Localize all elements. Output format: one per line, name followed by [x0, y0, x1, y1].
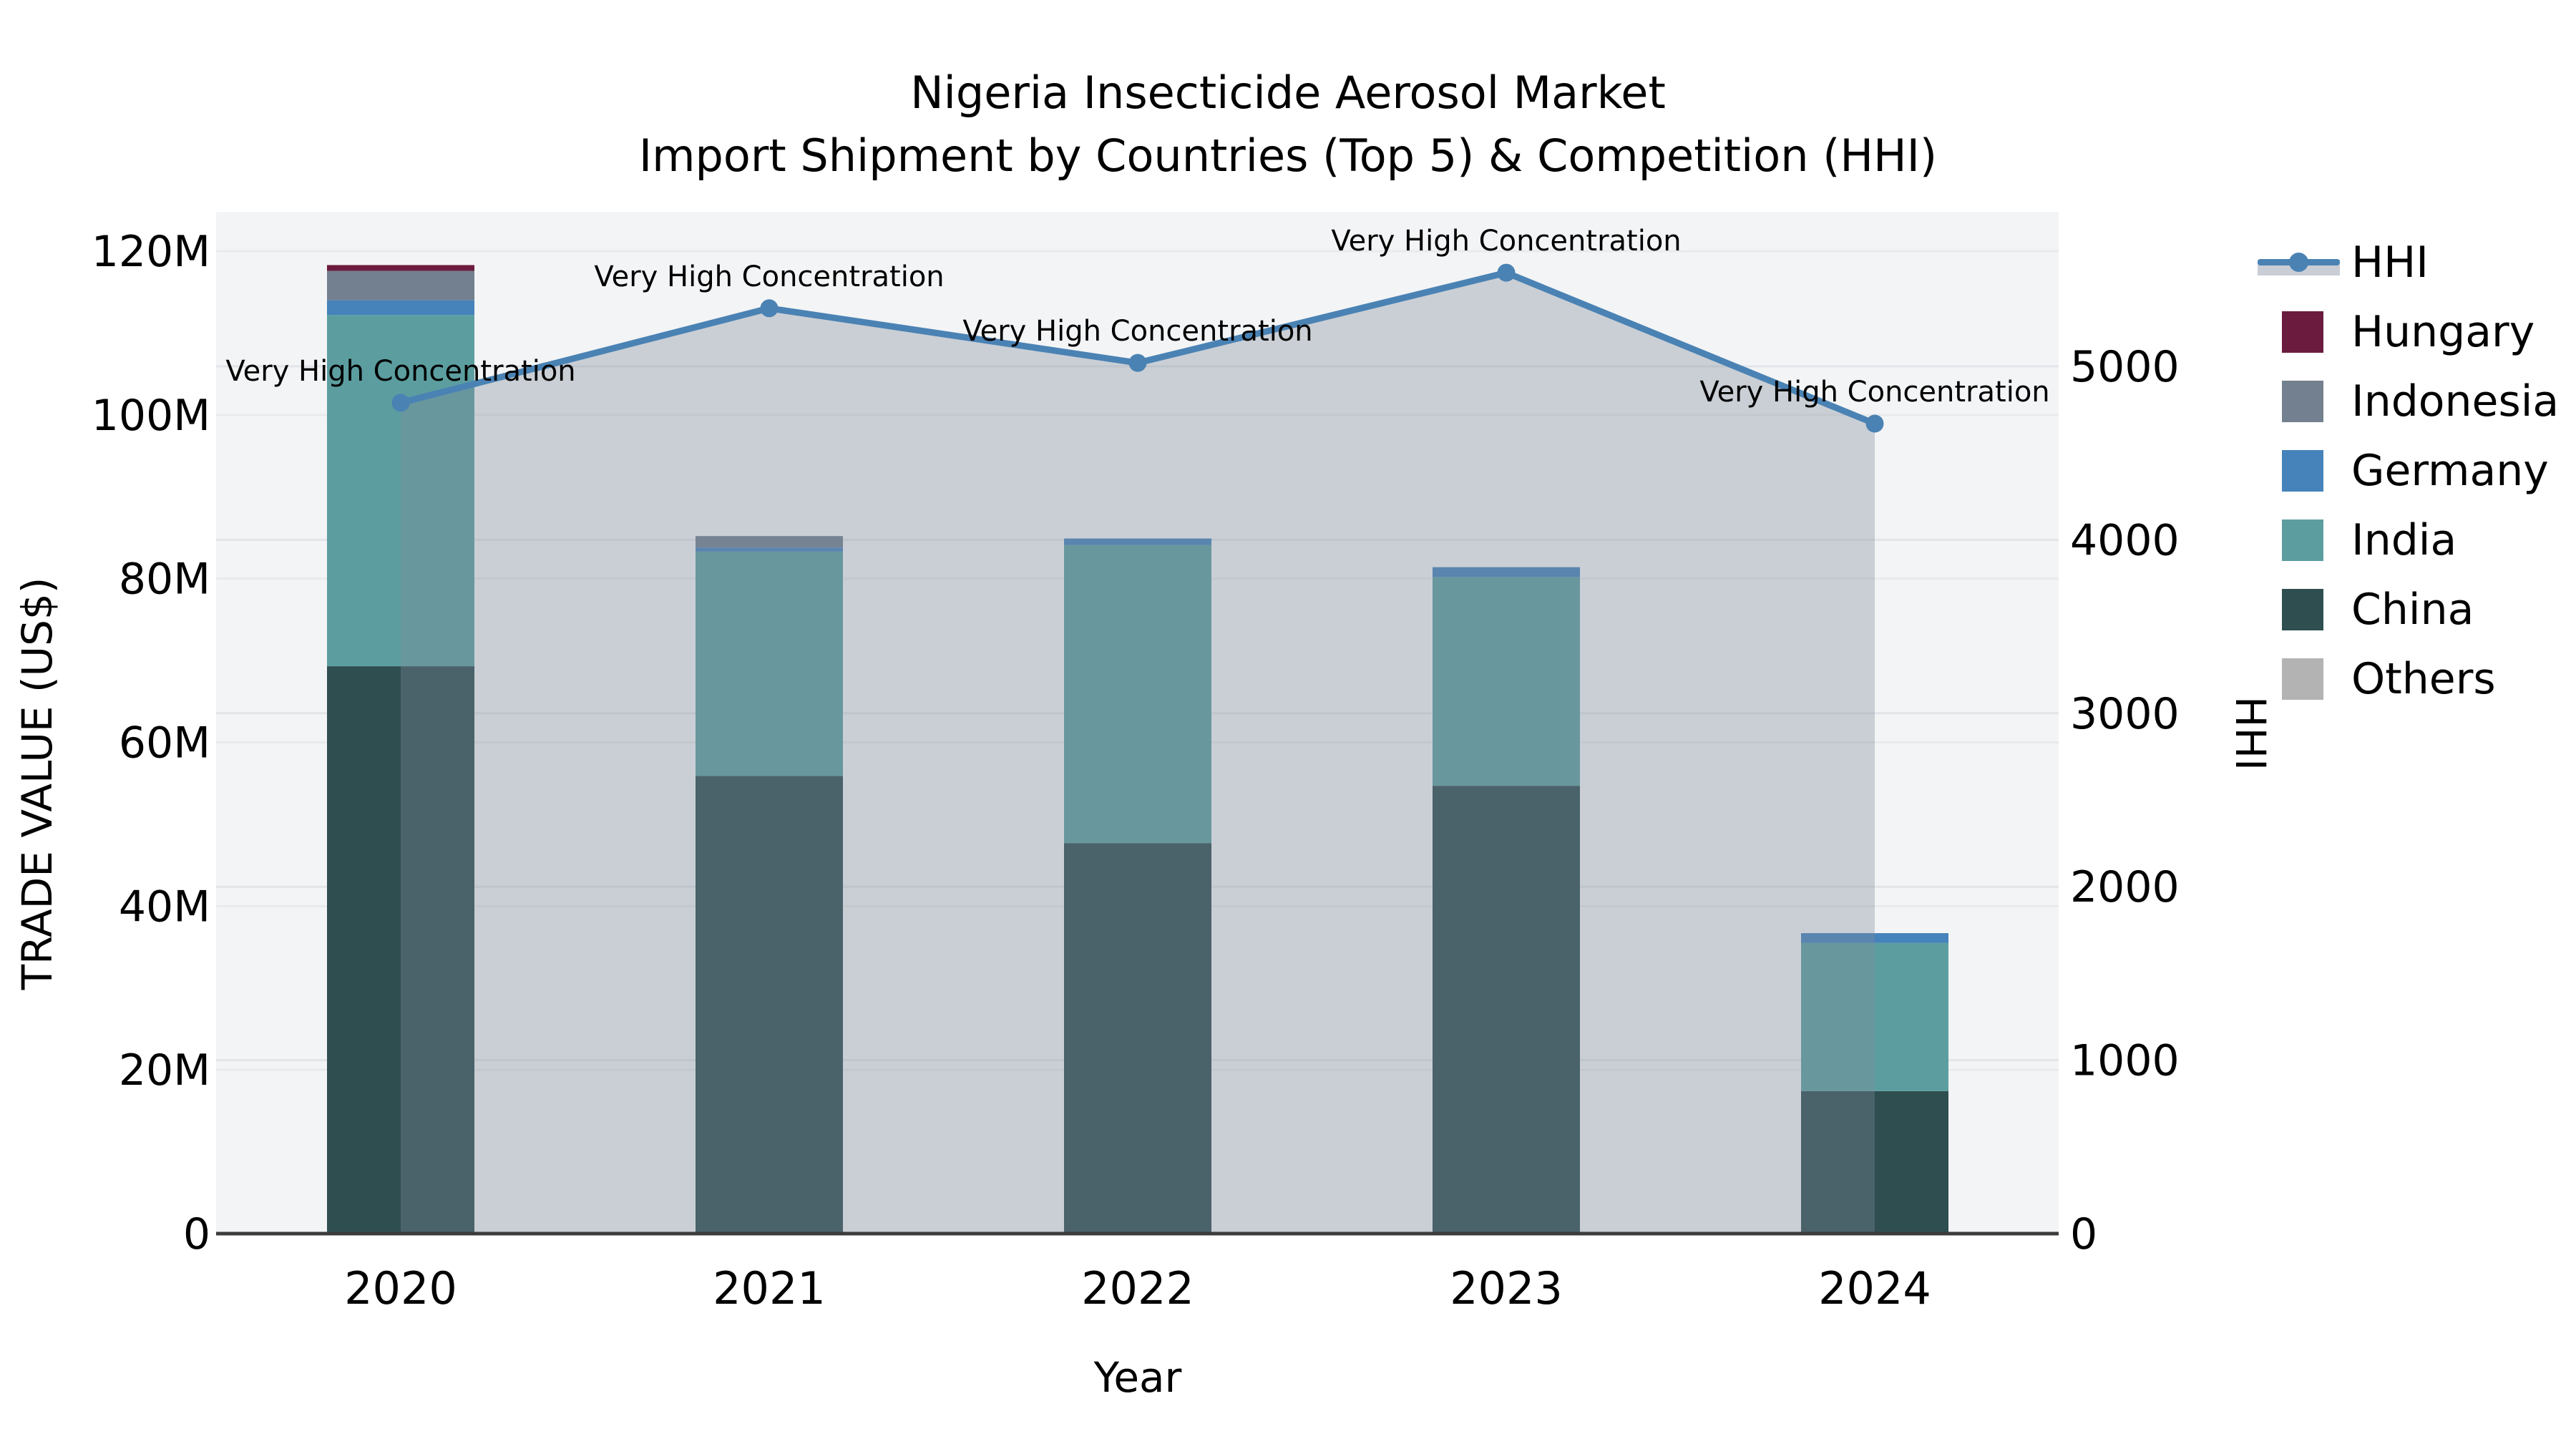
- legend-item-india: India: [2258, 505, 2559, 575]
- legend-swatch-hungary: [2282, 311, 2323, 353]
- legend-swatch-wrap: [2258, 380, 2340, 422]
- bar-segment-india-2021: [696, 551, 843, 776]
- legend-swatch-china: [2282, 588, 2323, 630]
- legend-swatch-others: [2282, 658, 2323, 700]
- bar-segment-germany-2020: [327, 300, 474, 316]
- hhi-marker-2021: [760, 299, 779, 318]
- legend-swatch-wrap: [2258, 658, 2340, 700]
- y-left-tick-label: 100M: [92, 391, 210, 441]
- bar-segment-india-2024: [1801, 942, 1948, 1091]
- legend-label-germany: Germany: [2351, 445, 2549, 496]
- y-right-tick-label: 2000: [2070, 862, 2180, 912]
- y-left-tick-label: 20M: [119, 1045, 210, 1096]
- bar-segment-china-2020: [327, 666, 474, 1234]
- hhi-area: [401, 273, 1875, 1234]
- bar-segment-china-2022: [1064, 843, 1211, 1234]
- legend-hhi-line-sample: [2258, 250, 2340, 275]
- y-right-tick-label: 1000: [2070, 1036, 2180, 1086]
- annotation-2020: Very High Concentration: [225, 355, 575, 388]
- x-tick-label-2024: 2024: [1818, 1262, 1931, 1314]
- x-tick-label-2023: 2023: [1450, 1262, 1563, 1314]
- y-left-axis-title: TRADE VALUE (US$): [13, 577, 62, 991]
- hhi-marker-2020: [391, 394, 410, 412]
- legend-label-indonesia: Indonesia: [2351, 376, 2560, 426]
- bar-segment-germany-2023: [1433, 567, 1580, 577]
- legend-item-hungary: Hungary: [2258, 297, 2559, 366]
- legend-swatch-wrap: [2258, 519, 2340, 561]
- bar-segment-germany-2024: [1801, 933, 1948, 943]
- legend-label-hungary: Hungary: [2351, 306, 2535, 357]
- y-left-tick-label: 40M: [119, 882, 210, 932]
- hhi-marker-2023: [1497, 263, 1516, 282]
- legend-item-indonesia: Indonesia: [2258, 366, 2559, 436]
- chart-subtitle: Import Shipment by Countries (Top 5) & C…: [638, 130, 1938, 182]
- legend-swatch-indonesia: [2282, 380, 2323, 422]
- legend-swatch-wrap: [2258, 311, 2340, 353]
- annotation-2022: Very High Concentration: [962, 315, 1312, 348]
- hhi-marker-2022: [1128, 353, 1147, 372]
- legend-swatch-germany: [2282, 449, 2323, 492]
- bar-segment-china-2021: [696, 776, 843, 1234]
- y-left-tick-label: 120M: [92, 227, 210, 277]
- annotation-2023: Very High Concentration: [1331, 225, 1681, 258]
- y-right-axis-title: HHI: [2226, 696, 2275, 771]
- annotation-2024: Very High Concentration: [1699, 376, 2049, 409]
- bar-segment-india-2020: [327, 315, 474, 667]
- bar-segment-hungary-2020: [327, 265, 474, 271]
- y-right-tick-label: 0: [2070, 1209, 2097, 1259]
- y-left-tick-label: 0: [183, 1209, 210, 1259]
- legend-swatch-wrap: [2258, 449, 2340, 492]
- legend-item-germany: Germany: [2258, 436, 2559, 505]
- legend-item-hhi: HHI: [2258, 228, 2559, 297]
- legend-label-others: Others: [2351, 653, 2496, 704]
- chart-title: Nigeria Insecticide Aerosol Market: [910, 67, 1666, 119]
- hhi-marker-2024: [1865, 414, 1884, 433]
- y-left-tick-label: 60M: [119, 718, 210, 769]
- legend-item-others: Others: [2258, 644, 2559, 713]
- legend-swatch-wrap: [2258, 588, 2340, 630]
- bar-segment-china-2024: [1801, 1091, 1948, 1234]
- legend: HHI Hungary Indonesia Germany India China Othe…: [2258, 228, 2559, 713]
- legend-label-hhi: HHI: [2351, 237, 2429, 288]
- x-axis-title: Year: [1093, 1353, 1182, 1402]
- legend-swatch-india: [2282, 519, 2323, 561]
- legend-label-india: India: [2351, 514, 2457, 565]
- y-right-tick-label: 3000: [2070, 689, 2180, 739]
- annotation-2021: Very High Concentration: [594, 260, 944, 293]
- bar-segment-indonesia-2021: [696, 536, 843, 548]
- legend-label-china: China: [2351, 584, 2474, 635]
- bar-segment-india-2022: [1064, 545, 1211, 844]
- x-tick-label-2021: 2021: [713, 1262, 826, 1314]
- bar-segment-germany-2021: [696, 547, 843, 552]
- y-right-tick-label: 5000: [2070, 342, 2180, 392]
- y-right-tick-label: 4000: [2070, 515, 2180, 565]
- y-left-tick-label: 80M: [119, 555, 210, 605]
- bar-segment-china-2023: [1433, 786, 1580, 1234]
- bar-segment-germany-2022: [1064, 538, 1211, 545]
- x-tick-label-2020: 2020: [344, 1262, 457, 1314]
- title-block: Nigeria Insecticide Aerosol Market Impor…: [0, 62, 2576, 187]
- x-tick-label-2022: 2022: [1081, 1262, 1194, 1314]
- legend-item-china: China: [2258, 575, 2559, 644]
- bar-segment-india-2023: [1433, 577, 1580, 786]
- bar-segment-indonesia-2020: [327, 270, 474, 301]
